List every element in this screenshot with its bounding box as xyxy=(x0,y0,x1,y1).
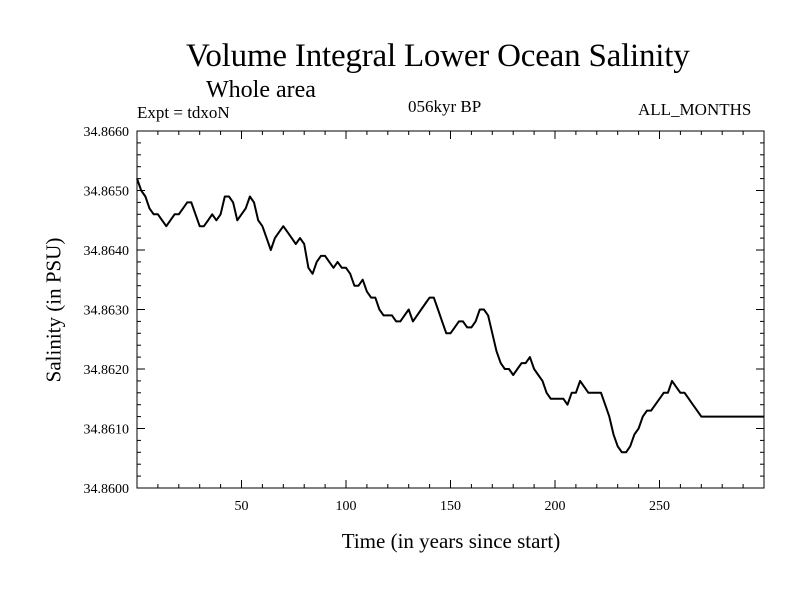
plot-frame xyxy=(136,130,765,489)
y-tick-label: 34.8620 xyxy=(84,363,130,378)
x-axis-label: Time (in years since start) xyxy=(341,529,561,553)
y-tick-label: 34.8640 xyxy=(84,244,130,259)
y-tick-label: 34.8610 xyxy=(84,423,130,438)
y-tick-label: 34.8630 xyxy=(84,304,130,319)
x-tick-label: 250 xyxy=(649,499,670,514)
x-tick-label: 50 xyxy=(235,499,249,514)
axis-ticks xyxy=(137,131,764,488)
y-tick-label: 34.8650 xyxy=(84,185,130,200)
y-tick-label: 34.8600 xyxy=(84,482,130,497)
y-tick-label: 34.8660 xyxy=(84,125,130,140)
x-tick-label: 200 xyxy=(545,499,566,514)
x-tick-label: 150 xyxy=(440,499,461,514)
x-tick-label: 100 xyxy=(336,499,357,514)
axis-tick-labels: 50 100 150 200 250 34.8600 34.8610 34.8620 34.86… xyxy=(84,125,671,514)
chart-title: Volume Integral Lower Ocean Salinity xyxy=(186,38,690,74)
months-label: ALL_MONTHS xyxy=(638,100,752,119)
period-label: 056kyr BP xyxy=(408,97,482,116)
chart-subtitle: Whole area xyxy=(206,77,316,103)
salinity-series-line xyxy=(136,178,764,454)
experiment-label: Expt = tdxoN xyxy=(137,103,230,122)
